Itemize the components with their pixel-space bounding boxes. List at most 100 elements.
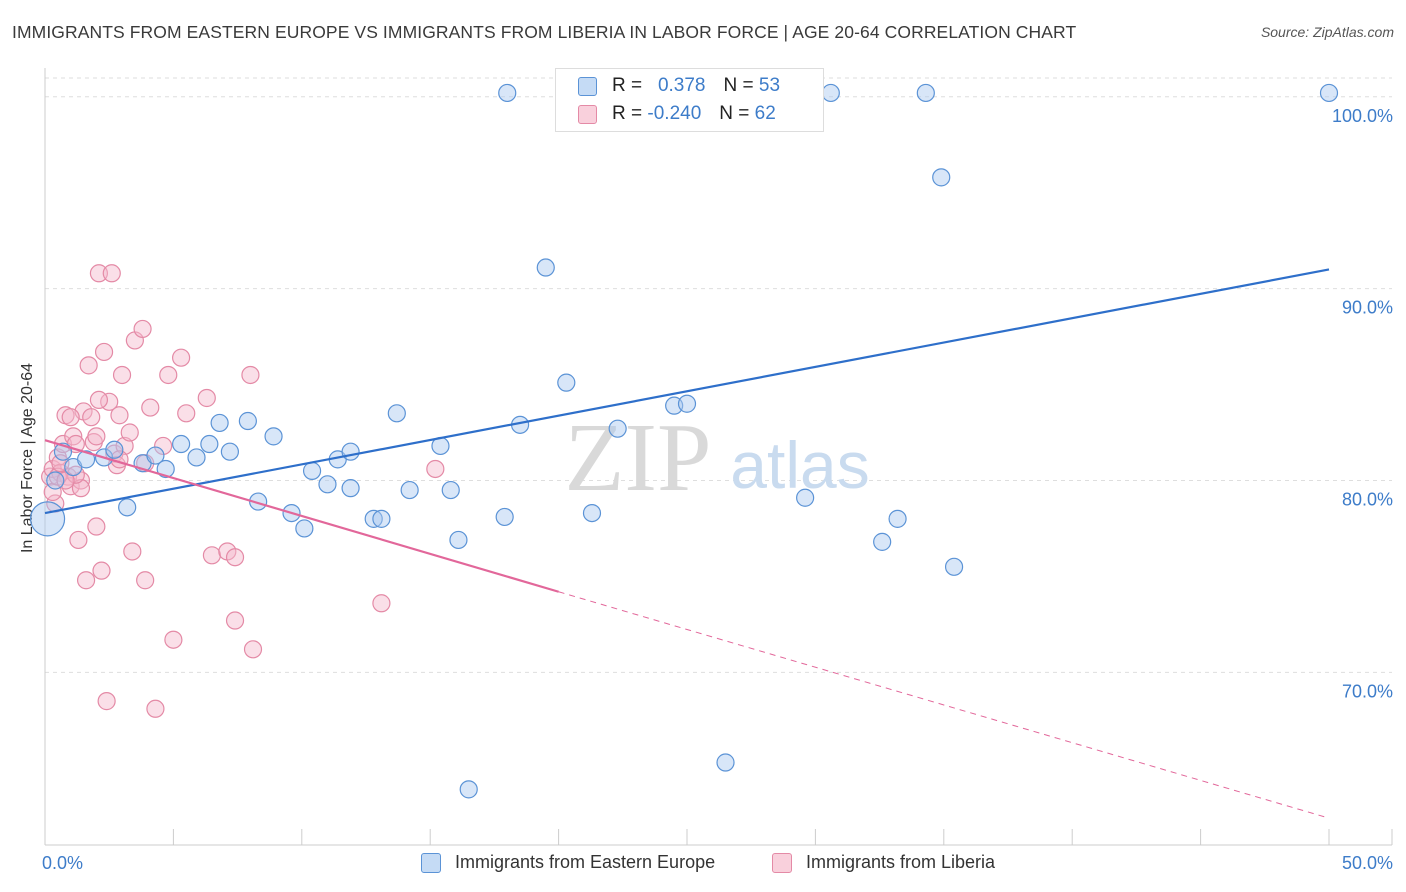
data-point-eastern-europe: [873, 532, 892, 551]
n-value: 53: [758, 75, 781, 96]
data-point-liberia: [120, 423, 139, 442]
data-point-eastern-europe: [29, 501, 66, 537]
data-point-liberia: [225, 611, 245, 630]
data-point-eastern-europe: [1319, 83, 1339, 103]
trendlines: [44, 268, 1330, 819]
data-point-eastern-europe: [459, 780, 478, 799]
data-point-liberia: [71, 471, 91, 490]
legend-item-eastern-europe: Immigrants from Eastern Europe: [421, 852, 715, 873]
data-point-liberia: [177, 404, 196, 423]
data-point-liberia: [123, 542, 142, 561]
data-point-liberia: [141, 398, 160, 417]
data-point-liberia: [76, 571, 96, 590]
data-point-eastern-europe: [944, 557, 964, 576]
data-point-eastern-europe: [372, 509, 391, 528]
data-point-liberia: [426, 459, 445, 479]
r-value: 0.378: [657, 75, 706, 96]
data-point-eastern-europe: [302, 461, 322, 480]
data-point-liberia: [71, 479, 91, 498]
data-point-eastern-europe: [146, 446, 165, 465]
stats-row-liberia: R = -0.240 N = 62: [578, 101, 776, 127]
data-point-liberia: [243, 640, 263, 659]
data-point-eastern-europe: [796, 488, 815, 507]
data-point-eastern-europe: [172, 434, 191, 454]
watermark-zip: ZIP: [565, 404, 712, 512]
data-point-liberia: [197, 388, 216, 408]
n-label: N =: [723, 75, 754, 96]
data-point-eastern-europe: [387, 404, 406, 423]
data-point-eastern-europe: [932, 168, 951, 187]
data-point-liberia: [102, 264, 121, 283]
data-point-eastern-europe: [449, 530, 468, 550]
data-point-liberia: [94, 342, 114, 362]
data-point-eastern-europe: [441, 480, 460, 500]
data-point-eastern-europe: [821, 83, 840, 103]
data-point-eastern-europe: [238, 411, 257, 431]
data-point-eastern-europe: [187, 448, 206, 467]
data-point-liberia: [89, 390, 109, 410]
data-point-eastern-europe: [677, 394, 697, 413]
series-liberia-points: [41, 264, 445, 718]
data-point-liberia: [82, 408, 101, 427]
data-point-liberia: [105, 444, 124, 463]
legend-swatch-blue: [421, 852, 441, 873]
data-point-liberia: [146, 699, 165, 718]
data-point-liberia: [79, 356, 98, 375]
data-point-liberia: [92, 561, 111, 580]
axes: [44, 68, 1393, 846]
data-point-eastern-europe: [220, 442, 239, 461]
data-point-eastern-europe: [341, 442, 360, 461]
data-point-eastern-europe: [295, 519, 314, 538]
data-point-eastern-europe: [716, 753, 735, 772]
source-label: Source: ZipAtlas.com: [1260, 24, 1394, 40]
data-point-liberia: [164, 630, 183, 649]
data-point-liberia: [87, 427, 106, 446]
n-value: 62: [754, 103, 776, 124]
data-point-eastern-europe: [498, 83, 517, 103]
data-point-eastern-europe: [318, 475, 337, 494]
data-point-liberia: [110, 406, 129, 425]
data-point-liberia: [136, 571, 155, 590]
x-tick-label: 0.0%: [42, 853, 83, 873]
data-point-eastern-europe: [105, 440, 124, 459]
data-point-liberia: [241, 365, 260, 385]
watermark-atlas: atlas: [730, 428, 869, 502]
legend-label-eastern-europe: Immigrants from Eastern Europe: [455, 852, 716, 872]
data-point-eastern-europe: [200, 434, 219, 454]
tick-labels: 100.0% 90.0% 80.0% 70.0% 0.0% 50.0%: [42, 106, 1393, 873]
legend-item-liberia: Immigrants from Liberia: [772, 852, 995, 873]
n-label: N =: [719, 103, 750, 124]
data-point-liberia: [372, 594, 391, 613]
data-point-eastern-europe: [582, 503, 602, 523]
data-point-liberia: [61, 408, 80, 427]
data-point-eastern-europe: [364, 509, 383, 528]
data-point-eastern-europe: [536, 258, 555, 277]
trendline-liberia: [44, 439, 559, 593]
data-point-liberia: [112, 365, 132, 385]
trendline-eastern-europe: [44, 268, 1330, 515]
data-point-eastern-europe: [888, 509, 907, 528]
watermark: ZIP atlas: [565, 404, 870, 512]
y-tick-label: 80.0%: [1342, 489, 1393, 509]
data-point-liberia: [56, 471, 75, 490]
r-value: -0.240: [647, 103, 702, 124]
data-point-liberia: [202, 546, 222, 565]
data-point-eastern-europe: [557, 373, 576, 392]
legend-label-liberia: Immigrants from Liberia: [806, 852, 996, 872]
data-point-eastern-europe: [210, 413, 229, 433]
data-point-eastern-europe: [341, 479, 360, 498]
y-tick-label: 100.0%: [1332, 106, 1393, 126]
data-point-eastern-europe: [400, 480, 419, 500]
trendline-liberia-extrapolated: [558, 591, 1330, 819]
data-point-liberia: [89, 264, 109, 283]
chart-title: IMMIGRANTS FROM EASTERN EUROPE VS IMMIGR…: [12, 22, 1077, 42]
series-legend: Immigrants from Eastern Europe Immigrant…: [0, 852, 1406, 878]
stats-legend: R = 0.378 N = 53 R = -0.240 N = 62: [555, 68, 824, 132]
data-point-eastern-europe: [495, 507, 514, 527]
data-point-eastern-europe: [608, 419, 627, 438]
y-tick-label: 70.0%: [1342, 681, 1393, 701]
stats-row-eastern-europe: R = 0.378 N = 53: [578, 73, 780, 99]
data-point-liberia: [87, 517, 106, 536]
data-point-liberia: [69, 530, 88, 550]
